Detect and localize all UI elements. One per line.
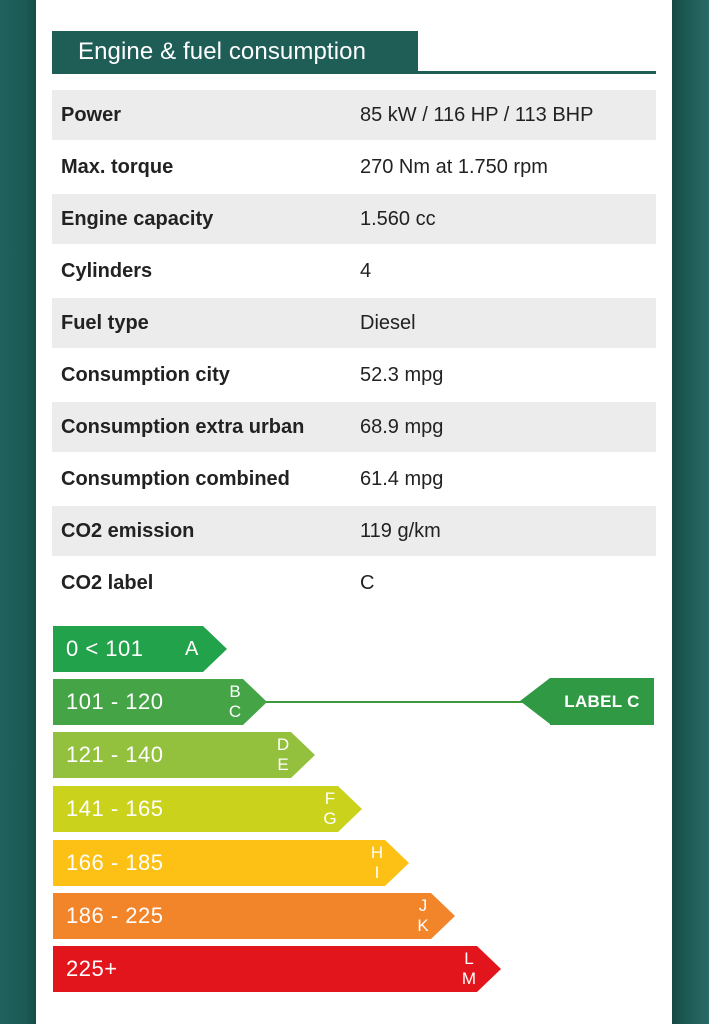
spec-row-engine-capacity: Engine capacity 1.560 cc (52, 194, 656, 246)
co2-scale-bar: 101 - 120 B C (53, 679, 267, 725)
co2-class-letter: J (418, 896, 428, 915)
spec-row-torque: Max. torque 270 Nm at 1.750 rpm (52, 142, 656, 194)
co2-range-label: 121 - 140 (66, 742, 164, 767)
co2-bar-body (53, 840, 385, 886)
co2-range-label: 141 - 165 (66, 796, 164, 821)
co2-scale-bar: 0 < 101 A (53, 626, 227, 672)
spec-label: Consumption combined (61, 467, 290, 490)
left-background-strip (0, 0, 36, 1024)
spec-row-power: Power 85 kW / 116 HP / 113 BHP (52, 90, 656, 142)
spec-value: 270 Nm at 1.750 rpm (360, 155, 548, 178)
co2-bar-body (53, 786, 338, 832)
co2-class-letter: I (374, 863, 380, 882)
co2-class-letter: G (323, 809, 337, 828)
co2-scale-bar: 186 - 225 J K (53, 893, 455, 939)
co2-scale-bar: 141 - 165 F G (53, 786, 362, 832)
co2-range-label: 225+ (66, 956, 118, 981)
co2-range-label: 186 - 225 (66, 903, 164, 928)
co2-bar-arrow (203, 626, 227, 672)
co2-range-label: 101 - 120 (66, 689, 164, 714)
co2-bar-arrow (291, 732, 315, 778)
co2-bar-arrow (338, 786, 362, 832)
co2-class-letter: E (277, 755, 289, 774)
co2-class-letter: M (461, 969, 477, 988)
co2-bar-arrow (477, 946, 501, 992)
spec-panel: Engine & fuel consumption Power 85 kW / … (36, 0, 672, 1024)
co2-bar-body (53, 626, 203, 672)
co2-bar-body (53, 893, 431, 939)
co2-class-letter: H (370, 843, 384, 862)
spec-row-consumption-combined: Consumption combined 61.4 mpg (52, 454, 656, 506)
current-label-text: LABEL C (550, 678, 654, 725)
co2-label-scale: 0 < 101 A 101 - 120 B C 121 - 140 D E 141 - 165 F… (36, 0, 672, 1024)
spec-value: 119 g/km (360, 519, 441, 542)
co2-range-label: 0 < 101 (66, 636, 144, 661)
co2-scale-bar: 121 - 140 D E (53, 732, 315, 778)
spec-value: Diesel (360, 311, 416, 334)
spec-value: 85 kW / 116 HP / 113 BHP (360, 103, 594, 126)
right-background-strip (672, 0, 709, 1024)
spec-row-co2-emission: CO2 emission 119 g/km (52, 506, 656, 558)
spec-value: 61.4 mpg (360, 467, 444, 490)
spec-label: Power (61, 103, 122, 126)
co2-class-letter: A (185, 638, 199, 660)
co2-bar-arrow (431, 893, 455, 939)
spec-label: Cylinders (61, 259, 153, 282)
header-underline (52, 71, 656, 74)
spec-row-consumption-extra-urban: Consumption extra urban 68.9 mpg (52, 402, 656, 454)
co2-range-label: 166 - 185 (66, 850, 164, 875)
co2-class-letter: F (324, 789, 336, 808)
co2-bar-arrow (243, 679, 267, 725)
spec-value: 1.560 cc (360, 207, 436, 230)
co2-class-letter: L (464, 949, 474, 968)
spec-label: Engine capacity (61, 207, 214, 230)
spec-value: 68.9 mpg (360, 415, 444, 438)
current-label-arrow (520, 678, 550, 724)
co2-scale-bar: 166 - 185 H I (53, 840, 409, 886)
co2-bar-body (53, 946, 477, 992)
spec-row-fuel-type: Fuel type Diesel (52, 298, 656, 350)
spec-label: Consumption city (61, 363, 230, 386)
co2-class-letter: B (229, 682, 241, 701)
co2-class-letter: C (228, 702, 242, 721)
spec-label: CO2 emission (61, 519, 195, 542)
spec-label: CO2 label (61, 571, 154, 594)
spec-value: 52.3 mpg (360, 363, 444, 386)
current-label-badge: LABEL C (520, 678, 654, 725)
spec-row-cylinders: Cylinders 4 (52, 246, 656, 298)
spec-row-co2-label: CO2 label C (52, 558, 656, 610)
co2-scale-bar: 225+ L M (53, 946, 501, 992)
label-indicator-line (266, 701, 526, 703)
co2-bar-arrow (385, 840, 409, 886)
co2-class-letter: K (417, 916, 429, 935)
spec-row-consumption-city: Consumption city 52.3 mpg (52, 350, 656, 402)
spec-table: Power 85 kW / 116 HP / 113 BHP Max. torq… (52, 90, 656, 610)
spec-value: 4 (360, 259, 372, 282)
co2-bar-body (53, 732, 291, 778)
co2-class-letter: D (276, 735, 290, 754)
spec-label: Max. torque (61, 155, 174, 178)
section-header: Engine & fuel consumption (52, 31, 656, 75)
spec-label: Fuel type (61, 311, 149, 334)
spec-value: C (360, 571, 375, 594)
spec-label: Consumption extra urban (61, 415, 305, 438)
co2-bar-body (53, 679, 243, 725)
section-title: Engine & fuel consumption (52, 31, 418, 72)
